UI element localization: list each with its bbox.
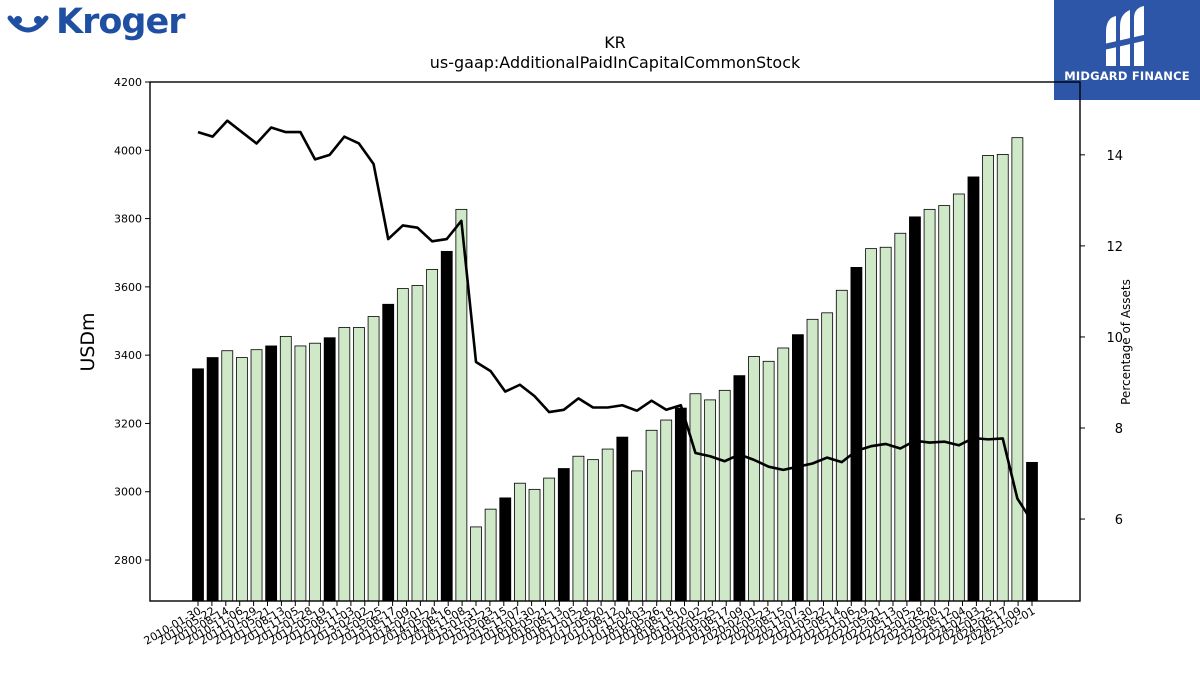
midgard-emblem-icon: [1104, 6, 1148, 66]
line-series: [197, 119, 1034, 523]
bar: [440, 250, 453, 602]
bar: [1026, 461, 1038, 602]
y-tick-label: 2800: [114, 554, 142, 567]
bar: [206, 357, 219, 602]
bar: [777, 347, 790, 602]
y-tick-label: 4000: [114, 144, 142, 157]
bar: [850, 267, 863, 602]
y2-tick-label: 10: [1106, 331, 1123, 346]
y-tick-label: 3200: [114, 417, 142, 430]
bar: [499, 497, 512, 602]
bar: [879, 246, 892, 602]
bar: [631, 470, 643, 602]
bar: [660, 419, 673, 602]
y-tick-label: 4200: [114, 76, 142, 89]
bar: [338, 327, 351, 602]
bar: [835, 289, 848, 602]
bar: [411, 285, 424, 602]
bar: [718, 389, 731, 602]
bar-series: [192, 137, 1038, 602]
bar: [235, 357, 248, 602]
bar: [353, 327, 365, 602]
bar: [587, 459, 599, 602]
bar: [616, 436, 629, 602]
bar: [294, 345, 307, 602]
y-tick-label: 3000: [114, 486, 142, 499]
bar: [470, 526, 482, 602]
bar: [894, 232, 907, 602]
midgard-logo-text: MIDGARD FINANCE: [1064, 69, 1190, 83]
bar: [221, 350, 234, 602]
bar: [733, 375, 746, 602]
percentage-line: [197, 119, 1034, 523]
bar: [250, 349, 263, 602]
y-tick-label: 3400: [114, 349, 142, 362]
kroger-logo: Kroger: [4, 2, 185, 54]
bar: [484, 508, 497, 602]
bar: [1011, 137, 1024, 602]
kroger-emblem-icon: [7, 15, 49, 33]
y2-tick-label: 14: [1106, 149, 1123, 164]
bar: [543, 477, 556, 602]
bar: [967, 176, 980, 602]
y-axis-label: USDm: [77, 312, 99, 371]
bar: [982, 155, 995, 602]
axes: 2800 3000 3200 3400 3600 3800 4000 4200 6 8 10 12 14…: [114, 76, 1123, 648]
bar: [645, 429, 658, 602]
y2-tick-label: 6: [1115, 513, 1123, 528]
y-tick-label: 3800: [114, 213, 142, 226]
bar: [938, 205, 951, 602]
bar: [279, 335, 292, 602]
bar: [265, 345, 278, 602]
bar: [674, 407, 687, 602]
bar: [572, 455, 585, 602]
bar: [382, 303, 395, 602]
bar: [762, 360, 775, 602]
bar: [601, 448, 614, 602]
bar: [689, 393, 702, 602]
y2-tick-label: 8: [1115, 422, 1123, 437]
bar: [309, 342, 321, 602]
bar: [952, 193, 965, 602]
bar: [909, 216, 921, 602]
bar: [865, 248, 877, 602]
bar: [323, 337, 336, 602]
bar: [557, 468, 570, 602]
chart-subtitle: us-gaap:AdditionalPaidInCapitalCommonSto…: [430, 53, 801, 72]
y-tick-label: 3600: [114, 281, 142, 294]
bar: [806, 318, 819, 602]
bar: [396, 288, 409, 602]
bar: [996, 153, 1009, 602]
bar: [367, 316, 380, 602]
bar: [426, 269, 439, 602]
bar: [192, 368, 204, 602]
bar: [704, 399, 717, 602]
bar: [513, 482, 526, 602]
y2-tick-label: 12: [1106, 240, 1123, 255]
midgard-finance-logo: MIDGARD FINANCE: [1054, 0, 1200, 100]
chart-title: KR: [604, 33, 626, 52]
y2-axis-label: Percentage of Assets: [1119, 279, 1133, 405]
bar: [528, 488, 541, 602]
kroger-logo-text: Kroger: [56, 2, 185, 42]
bar: [923, 208, 936, 602]
bar: [748, 356, 760, 602]
